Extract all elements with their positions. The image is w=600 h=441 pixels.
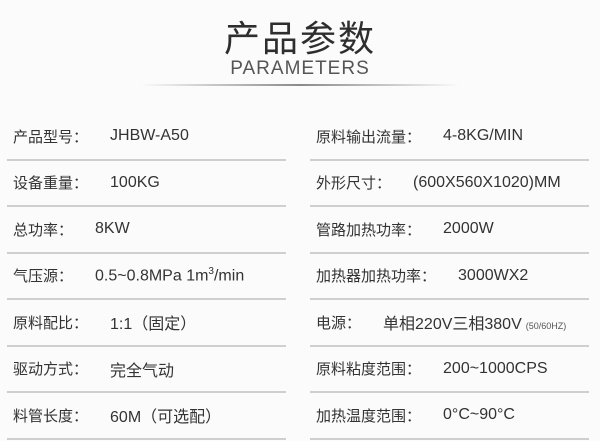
param-value-text: 1:1（固定） bbox=[110, 316, 197, 334]
param-value-text: 60M（可选配） bbox=[110, 409, 222, 427]
param-value-text: JHBW-A50 bbox=[110, 127, 189, 145]
params-left-column: 产品型号： JHBW-A50 设备重量： 100KG 总功率： 8KW 气压源： 0.5~0.… bbox=[7, 114, 286, 440]
param-value: 完全气动 bbox=[110, 357, 174, 381]
param-label: 原料输出流量： bbox=[316, 127, 422, 146]
param-label: 原料配比： bbox=[13, 313, 89, 332]
param-value: 3000WX2 bbox=[458, 267, 528, 285]
param-value-text: 2000W bbox=[443, 220, 494, 238]
param-value-text: 3000WX2 bbox=[458, 266, 529, 284]
value-note: (50/60HZ) bbox=[525, 321, 567, 332]
param-row: 气压源： 0.5~0.8MPa 1m3/min bbox=[7, 254, 286, 300]
param-row: 管路加热功率： 2000W bbox=[310, 207, 589, 254]
param-label: 加热器加热功率： bbox=[316, 267, 437, 286]
param-row: 加热温度范围： 0°C~90°C bbox=[310, 393, 589, 440]
param-label: 总功率： bbox=[13, 220, 74, 239]
param-label: 产品型号： bbox=[13, 127, 89, 146]
param-value: 60M（可选配） bbox=[110, 403, 221, 427]
param-value-text: 完全气动 bbox=[110, 362, 175, 380]
param-row: 驱动方式： 完全气动 bbox=[7, 347, 286, 393]
param-label: 电源： bbox=[316, 313, 362, 332]
param-row: 产品型号： JHBW-A50 bbox=[7, 114, 286, 161]
param-row: 原料配比： 1:1（固定） bbox=[7, 300, 286, 347]
param-value: 2000W bbox=[443, 220, 494, 238]
param-value: 4-8KG/MIN bbox=[443, 127, 523, 145]
param-label: 外形尺寸： bbox=[316, 174, 392, 193]
params-right-column: 原料输出流量： 4-8KG/MIN 外形尺寸： (600X560X1020)MM 管路加… bbox=[310, 114, 589, 440]
param-value: 0°C~90°C bbox=[443, 406, 515, 424]
param-value: 单相220V三相380V (50/60HZ) bbox=[383, 310, 566, 334]
param-label: 管路加热功率： bbox=[316, 220, 422, 239]
param-value-text: 100KG bbox=[110, 173, 160, 191]
superscript: 3 bbox=[208, 266, 214, 278]
param-row: 总功率： 8KW bbox=[7, 207, 286, 254]
param-row: 外形尺寸： (600X560X1020)MM bbox=[310, 161, 589, 207]
param-value-text: 200~1000CPS bbox=[443, 359, 548, 377]
page-subtitle: PARAMETERS bbox=[230, 58, 370, 79]
param-label: 设备重量： bbox=[13, 174, 89, 193]
param-value: 0.5~0.8MPa 1m3/min bbox=[95, 266, 244, 285]
param-value: 100KG bbox=[110, 174, 160, 192]
param-value: 8KW bbox=[95, 220, 130, 238]
divider bbox=[140, 84, 460, 86]
param-value: (600X560X1020)MM bbox=[413, 174, 561, 192]
page-title: 产品参数 bbox=[223, 19, 376, 60]
param-value-text: 0°C~90°C bbox=[443, 406, 515, 424]
param-row: 原料输出流量： 4-8KG/MIN bbox=[310, 114, 589, 161]
param-value: JHBW-A50 bbox=[110, 127, 189, 145]
param-row: 原料粘度范围： 200~1000CPS bbox=[310, 347, 589, 393]
param-label: 料管长度： bbox=[13, 406, 89, 425]
param-value: 200~1000CPS bbox=[443, 360, 548, 378]
param-label: 气压源： bbox=[13, 267, 74, 286]
param-value-text: 0.5~0.8MPa 1m bbox=[95, 267, 209, 285]
value-suffix: /min bbox=[213, 267, 245, 285]
param-value-text: 单相220V三相380V bbox=[383, 316, 522, 334]
param-value-text: 8KW bbox=[95, 220, 130, 238]
param-value-text: 4-8KG/MIN bbox=[443, 127, 524, 145]
param-row: 电源： 单相220V三相380V (50/60HZ) bbox=[310, 300, 589, 347]
param-row: 设备重量： 100KG bbox=[7, 161, 286, 207]
param-value: 1:1（固定） bbox=[110, 310, 196, 334]
param-label: 加热温度范围： bbox=[316, 406, 422, 425]
param-row: 料管长度： 60M（可选配） bbox=[7, 393, 286, 440]
param-row: 加热器加热功率： 3000WX2 bbox=[310, 254, 589, 300]
param-label: 原料粘度范围： bbox=[316, 360, 422, 379]
param-label: 驱动方式： bbox=[13, 360, 89, 379]
param-value-text: (600X560X1020)MM bbox=[413, 173, 561, 191]
